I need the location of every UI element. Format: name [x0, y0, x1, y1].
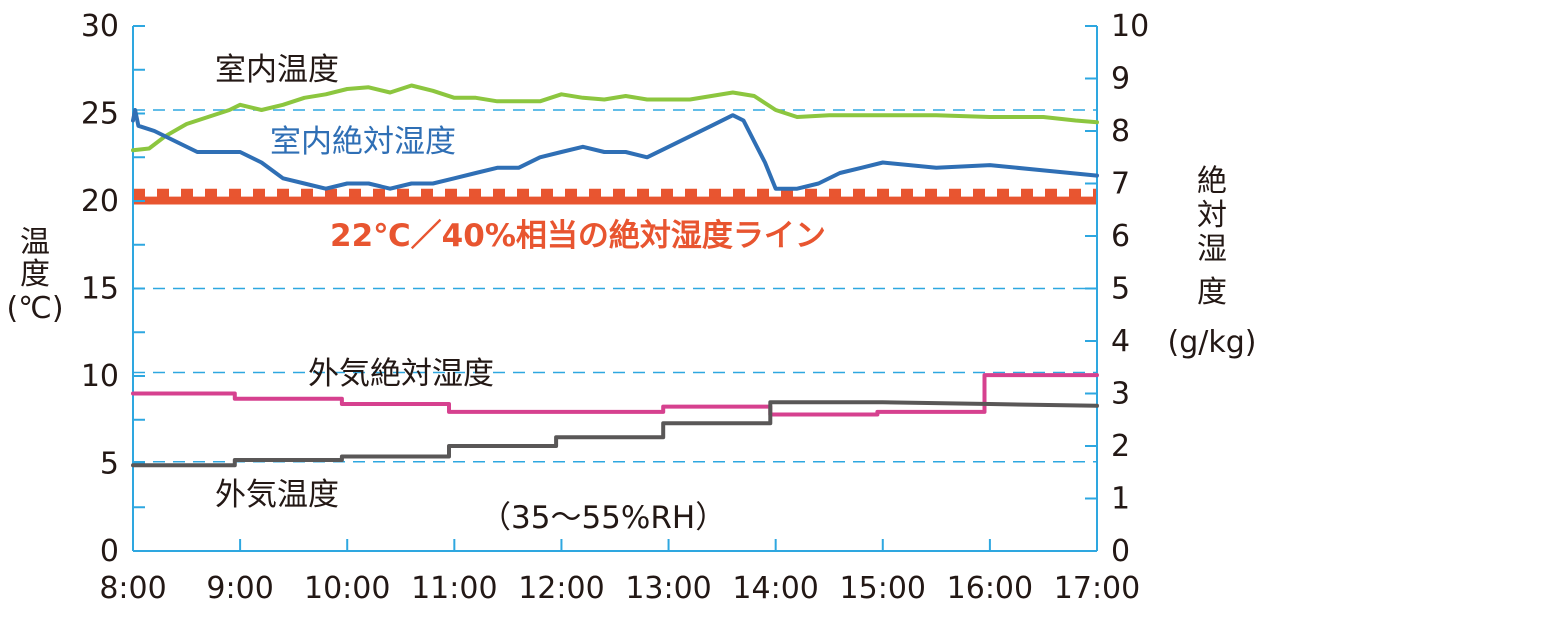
reference-band-block [349, 188, 361, 198]
label-outdoor-temp: 外気温度 [215, 477, 339, 513]
x-tick-label: 14:00 [732, 571, 818, 606]
reference-band-block [805, 188, 817, 198]
left-axis-title-line-2: 度 [20, 257, 50, 292]
reference-band-block [253, 188, 265, 198]
reference-band-block [1045, 188, 1057, 198]
reference-band-block [997, 188, 1009, 198]
right-tick-label: 3 [1111, 377, 1130, 412]
x-tick-label: 15:00 [840, 571, 926, 606]
x-tick-label: 16:00 [947, 571, 1033, 606]
left-tick-label: 15 [81, 272, 119, 307]
x-tick-label: 17:00 [1054, 571, 1140, 606]
x-tick-label: 11:00 [411, 571, 497, 606]
right-axis-title-line-3: 湿 [1197, 232, 1227, 267]
reference-band-block [205, 188, 217, 198]
reference-band-block [421, 188, 433, 198]
x-tick-label: 10:00 [304, 571, 390, 606]
grid-lines [133, 109, 1097, 463]
reference-band-block [229, 188, 241, 198]
reference-band-block [541, 188, 553, 198]
right-tick-label: 9 [1111, 62, 1130, 97]
reference-band-block [1093, 188, 1097, 198]
reference-band-block [1021, 188, 1033, 198]
reference-band-block [157, 188, 169, 198]
x-tick-label: 13:00 [625, 571, 711, 606]
tick-labels: 0 5 10 15 20 25 30 0 1 2 3 4 5 6 7 8 9 10 8:00 9:00 10:00 11:… [81, 9, 1149, 606]
left-tick-label: 0 [100, 534, 119, 569]
reference-band-block [925, 188, 937, 198]
reference-band-block [589, 188, 601, 198]
x-tick-label: 9:00 [206, 571, 273, 606]
reference-band-block [493, 188, 505, 198]
series-line [131, 400, 1099, 468]
reference-band-block [133, 188, 145, 198]
series-line [131, 373, 1099, 417]
label-reference-band: 22℃／40%相当の絶対湿度ライン [330, 218, 826, 254]
reference-band-block [373, 188, 385, 198]
right-axis-title-line-4: 度 [1197, 275, 1227, 310]
reference-band-block [565, 188, 577, 198]
reference-band-block [445, 188, 457, 198]
label-outdoor-abs-humidity: 外気絶対湿度 [308, 356, 494, 392]
series-line [131, 108, 1099, 191]
reference-band-block [1069, 188, 1081, 198]
reference-band-block [829, 188, 841, 198]
reference-band [133, 188, 1097, 205]
reference-band-block [973, 188, 985, 198]
reference-band-block [397, 188, 409, 198]
reference-band-block [853, 188, 865, 198]
reference-band-block [781, 188, 793, 198]
right-tick-label: 6 [1111, 219, 1130, 254]
reference-band-block [517, 188, 529, 198]
right-tick-label: 2 [1111, 429, 1130, 464]
label-rh-range: （35～55%RH） [480, 500, 726, 536]
reference-band-block [613, 188, 625, 198]
reference-band-block [877, 188, 889, 198]
left-tick-label: 25 [81, 97, 119, 132]
left-tick-label: 5 [100, 447, 119, 482]
right-tick-label: 1 [1111, 482, 1130, 517]
reference-band-block [949, 188, 961, 198]
left-axis-title: 温 度 (℃) [6, 225, 63, 326]
reference-band-block [709, 188, 721, 198]
left-tick-label: 10 [81, 359, 119, 394]
left-tick-label: 30 [81, 9, 119, 44]
reference-band-block [277, 188, 289, 198]
right-tick-label: 8 [1111, 114, 1130, 149]
reference-band-block [325, 188, 337, 198]
right-tick-label: 5 [1111, 272, 1130, 307]
right-axis-title: 絶 対 湿 度 (g/kg) [1168, 164, 1257, 360]
reference-band-block [733, 188, 745, 198]
right-axis-title-line-1: 絶 [1197, 164, 1227, 199]
right-tick-label: 4 [1111, 324, 1130, 359]
reference-band-base [133, 196, 1097, 205]
x-tick-label: 12:00 [518, 571, 604, 606]
reference-band-block [181, 188, 193, 198]
right-axis-title-line-2: 対 [1197, 198, 1227, 233]
reference-band-block [637, 188, 649, 198]
reference-band-block [301, 188, 313, 198]
right-tick-label: 7 [1111, 167, 1130, 202]
left-tick-label: 20 [81, 184, 119, 219]
right-tick-label: 10 [1111, 9, 1149, 44]
reference-band-block [757, 188, 769, 198]
label-indoor-temp: 室内温度 [215, 52, 339, 88]
left-axis-title-line-3: (℃) [6, 291, 63, 326]
reference-band-block [469, 188, 481, 198]
series-line [131, 83, 1099, 153]
reference-band-block [685, 188, 697, 198]
left-axis-title-line-1: 温 [20, 225, 50, 260]
series-lines [131, 83, 1099, 468]
label-indoor-abs-humidity: 室内絶対湿度 [270, 124, 456, 160]
right-tick-label: 0 [1111, 534, 1130, 569]
x-tick-label: 8:00 [99, 571, 166, 606]
right-axis-title-line-5: (g/kg) [1168, 325, 1257, 360]
reference-band-block [901, 188, 913, 198]
reference-band-block [661, 188, 673, 198]
